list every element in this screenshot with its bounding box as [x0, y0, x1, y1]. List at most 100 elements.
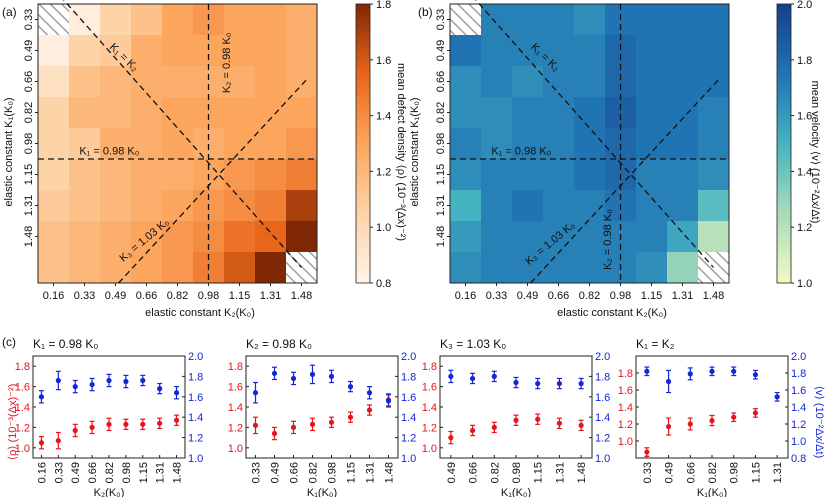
- heatmap-cell: [286, 221, 318, 253]
- y-tick-label: 1.48: [435, 226, 447, 247]
- heatmap-cell: [162, 97, 194, 129]
- y-tick-label: 1.31: [23, 195, 35, 216]
- right-tick-label: 0.8: [791, 453, 806, 465]
- y-tick-label: 0.33: [435, 9, 447, 30]
- heatmap-cell: [38, 159, 70, 191]
- heatmap-cell: [698, 221, 730, 253]
- x-tick-label: 1.31: [260, 290, 281, 302]
- heatmap-cell: [481, 35, 513, 67]
- heatmap-cell: [543, 97, 575, 129]
- x-tick-label: 0.33: [53, 462, 65, 483]
- velocity-point: [556, 380, 563, 387]
- velocity-point: [774, 394, 780, 400]
- heatmap-cell: [162, 4, 194, 36]
- heatmap-cell: [224, 190, 256, 222]
- colorbar-tick-label: 1.6: [797, 111, 812, 123]
- colorbar-tick-label: 1.0: [797, 278, 812, 290]
- heatmap-cell: [543, 35, 575, 67]
- panel-a-label: (a): [2, 5, 17, 19]
- heatmap-cell: [286, 4, 318, 36]
- right-tick-label: 1.4: [188, 412, 203, 424]
- line-k3-103: [118, 77, 309, 284]
- left-tick-label: 1.0: [422, 443, 437, 455]
- velocity-point: [752, 372, 759, 378]
- heatmap-cell: [38, 128, 70, 160]
- scatter-k2-098: K₂ = 0.98 K₀ 1.0 1.2 1.4 1.6 1.8 1.0 1.2 1.4 1.6 1…: [228, 337, 417, 497]
- colorbar-tick-label: 1.6: [376, 55, 391, 67]
- right-tick-label: 1.0: [595, 453, 610, 465]
- colorbar: [776, 3, 792, 284]
- density-point: [731, 414, 737, 420]
- heatmap-cell: [698, 66, 730, 98]
- heatmap-cell: [69, 190, 101, 222]
- heatmap-cell: [38, 190, 70, 222]
- heatmap-cell: [255, 4, 287, 36]
- heatmap-cell: [193, 66, 225, 98]
- scatter-frame: [439, 355, 593, 459]
- heatmap-cell: [69, 35, 101, 67]
- panel-c-label: (c): [2, 335, 16, 349]
- left-tick-label: 1.0: [618, 436, 633, 448]
- heatmap-cell: [543, 159, 575, 191]
- x-tick-label: 1.48: [576, 462, 588, 483]
- scatter-title: K₂ = 0.98 K₀: [246, 337, 312, 351]
- x-tick-label: 0.33: [251, 462, 263, 483]
- right-tick-label: 1.8: [188, 371, 203, 383]
- heatmap-cell: [193, 35, 225, 67]
- right-tick-label: 1.2: [595, 433, 610, 445]
- density-point: [309, 421, 316, 427]
- x-tick-label: 1.15: [750, 462, 762, 483]
- density-point: [106, 421, 112, 427]
- heatmap-a: 0.16 0.33 0.49 0.66 0.82 0.98 1.15 1.31 1.48 0.33…: [23, 0, 391, 302]
- heatmap-cell: [481, 4, 513, 36]
- heatmap-cell: [193, 97, 225, 129]
- heatmap-cell: [636, 128, 668, 160]
- velocity-point: [535, 380, 541, 387]
- y-tick-label: 1.15: [23, 164, 35, 185]
- heatmap-cell: [450, 252, 482, 284]
- heatmap-cell: [512, 190, 544, 222]
- x-tick-label: 1.31: [672, 290, 693, 302]
- left-tick-label: 1.2: [422, 422, 437, 434]
- heatmap-cell: [667, 66, 699, 98]
- heatmap-cell: [512, 252, 544, 284]
- x-tick-label: 0.82: [579, 290, 600, 302]
- heatmap-cell: [100, 190, 132, 222]
- heatmap-cell: [481, 221, 513, 253]
- x-tick-label: 1.15: [229, 290, 250, 302]
- density-point: [140, 421, 146, 427]
- heatmap-cell: [131, 35, 163, 67]
- scatter-xlabel: K₁(K₀): [307, 487, 337, 497]
- right-tick-label: 1.6: [401, 392, 416, 404]
- panel-b-label: (b): [418, 5, 433, 19]
- x-tick-label: 0.66: [87, 462, 99, 483]
- velocity-point: [665, 378, 672, 385]
- heatmap-cell: [131, 252, 163, 284]
- right-tick-label: 1.0: [791, 436, 806, 448]
- left-tick-label: 1.4: [15, 402, 30, 414]
- velocity-point: [38, 394, 45, 400]
- scatter-xlabel: K₁(K₀): [501, 487, 531, 497]
- heatmap-cell: [636, 66, 668, 98]
- heatmap-cell: [450, 97, 482, 129]
- line-k3-103: [530, 77, 721, 284]
- x-tick-label: 1.48: [291, 290, 312, 302]
- velocity-point: [709, 368, 715, 374]
- colorbar-tick-label: 1.8: [797, 55, 812, 67]
- heatmap-cell: [69, 66, 101, 98]
- density-point: [752, 410, 759, 416]
- left-tick-label: 1.6: [15, 382, 30, 394]
- velocity-point: [309, 371, 316, 377]
- heatmap-cell: [636, 221, 668, 253]
- heatmap-cell: [698, 128, 730, 160]
- right-tick-label: 1.2: [791, 419, 806, 431]
- left-tick-label: 1.0: [228, 443, 243, 455]
- x-tick-label: 0.98: [511, 462, 523, 483]
- density-point: [556, 420, 563, 426]
- heatmap-cell: [481, 97, 513, 129]
- heatmap-cell: [450, 190, 482, 222]
- left-tick-label: 1.8: [618, 368, 633, 380]
- right-tick-label: 2.0: [401, 351, 416, 363]
- x-tick-label: 0.16: [43, 290, 64, 302]
- colorbar-tick-label: 2.0: [797, 0, 812, 11]
